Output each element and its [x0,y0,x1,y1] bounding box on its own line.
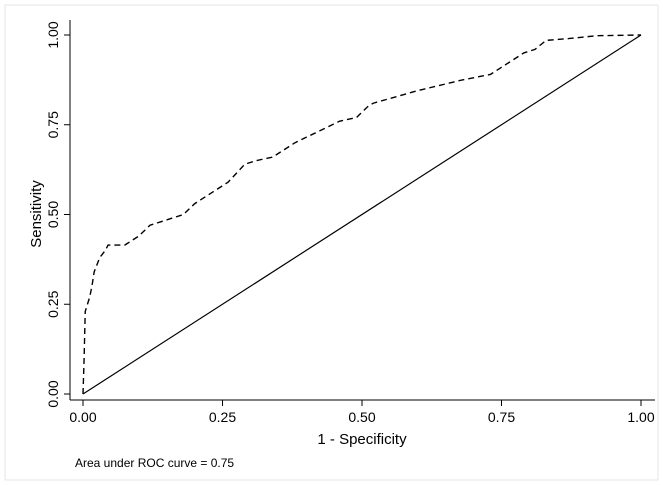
x-axis-ticks: 0.00 0.25 0.50 0.75 1.00 [69,400,655,425]
y-tick-label: 0.25 [45,290,61,317]
x-tick-label: 0.00 [69,409,96,425]
y-axis-title: Sensitivity [28,180,45,248]
y-tick-label: 0.00 [45,380,61,407]
plot-frame [4,4,659,481]
y-tick-label: 1.00 [45,21,61,48]
x-axis-title: 1 - Specificity [317,431,407,448]
x-tick-label: 0.25 [209,409,236,425]
y-tick-label: 0.50 [45,201,61,228]
roc-curve-dashed [82,34,642,395]
x-tick-label: 1.00 [627,409,654,425]
auc-note: Area under ROC curve = 0.75 [75,456,234,470]
x-tick-label: 0.50 [348,409,375,425]
y-tick-label: 0.75 [45,111,61,138]
y-axis-ticks: 0.00 0.25 0.50 0.75 1.00 [45,21,70,408]
x-tick-label: 0.75 [488,409,515,425]
reference-diagonal-line [82,34,642,395]
